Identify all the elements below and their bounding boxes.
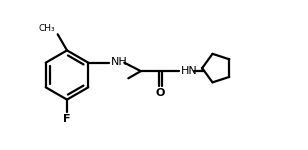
Text: O: O [156, 88, 165, 99]
Text: CH₃: CH₃ [39, 24, 55, 33]
Text: NH: NH [111, 57, 127, 67]
Text: HN: HN [180, 66, 197, 76]
Text: F: F [63, 114, 71, 124]
